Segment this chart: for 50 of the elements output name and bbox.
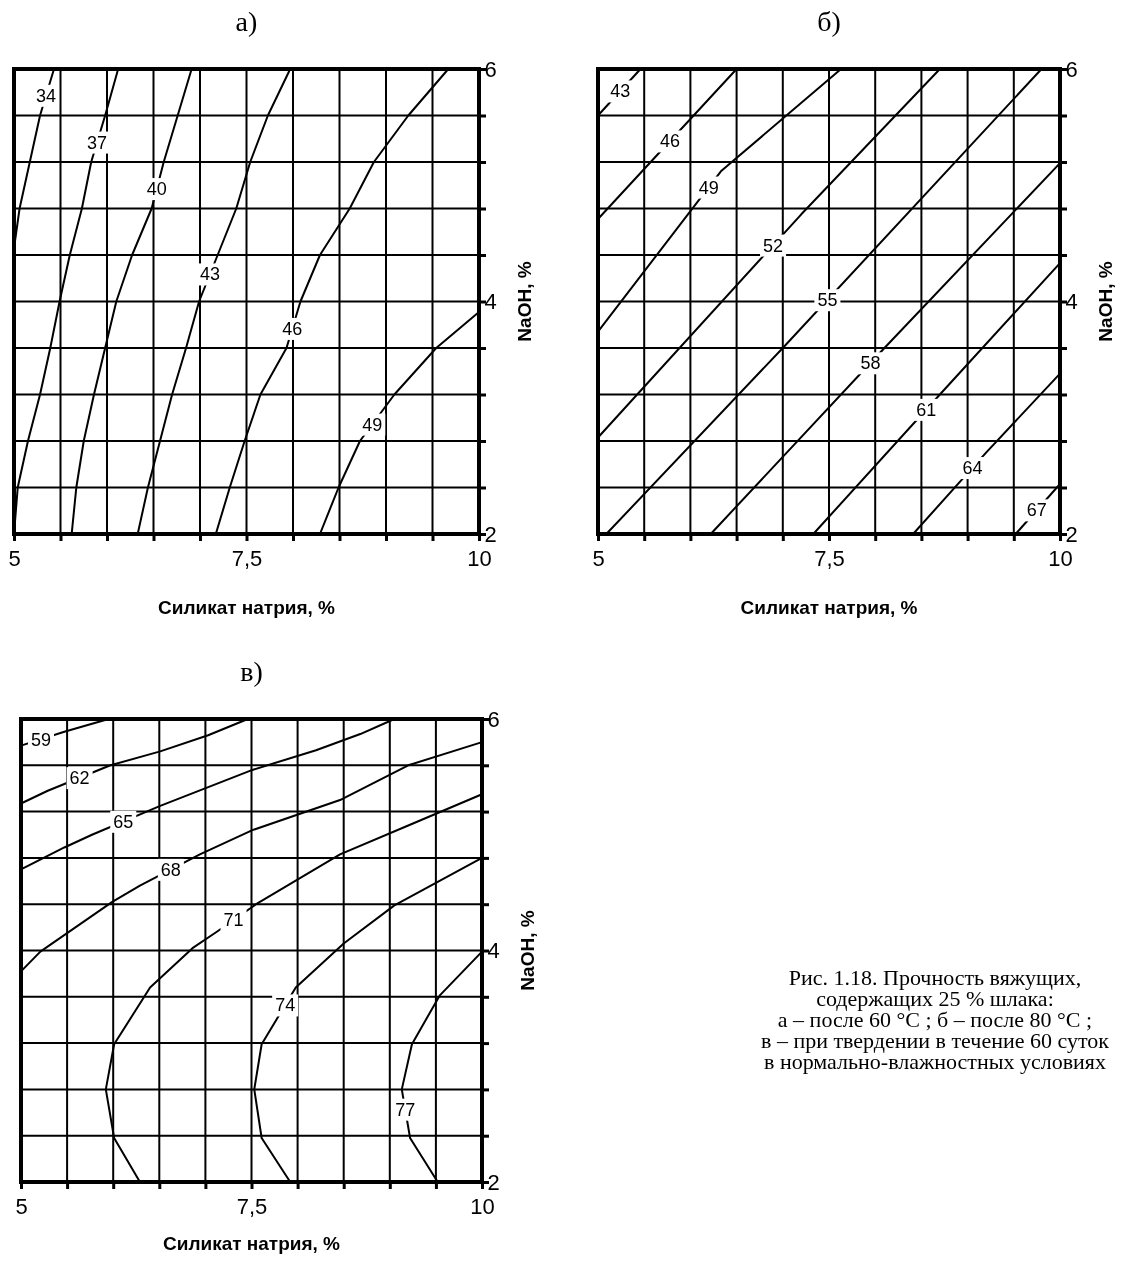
series-label: 55 <box>817 290 838 311</box>
series-label: 37 <box>87 132 108 153</box>
x-axis-title: Силикат натрия, % <box>163 1233 341 1254</box>
series-label: 74 <box>275 995 296 1016</box>
y-axis-title: NaOH, % <box>517 910 538 991</box>
x-tick-label: 7,5 <box>231 546 263 571</box>
series-label: 71 <box>223 910 244 931</box>
series-label: 77 <box>395 1099 416 1120</box>
series-label: 59 <box>30 729 52 750</box>
x-tick-label: 5 <box>592 546 605 571</box>
series-label: 52 <box>763 235 784 256</box>
chart-title: в) <box>240 656 263 687</box>
y-tick-label: 4 <box>487 938 500 964</box>
chart-title: а) <box>235 6 258 37</box>
series-label: 64 <box>962 458 983 479</box>
series-label: 43 <box>200 264 221 285</box>
series-label: 46 <box>659 131 680 152</box>
x-axis-title: Силикат натрия, % <box>740 597 918 618</box>
y-tick-label: 2 <box>484 521 497 547</box>
x-tick-label: 10 <box>467 546 492 571</box>
x-tick-label: 5 <box>15 1194 28 1219</box>
series-label: 65 <box>113 811 134 832</box>
y-tick-label: 6 <box>1065 56 1078 82</box>
x-tick-label: 5 <box>8 546 21 571</box>
series-label: 58 <box>860 353 881 374</box>
series-label: 67 <box>1026 500 1047 521</box>
series-label: 49 <box>362 414 383 435</box>
chart-title: б) <box>817 6 841 37</box>
x-axis-title: Силикат натрия, % <box>158 597 336 618</box>
y-axis-title: NaOH, % <box>514 261 535 342</box>
y-tick-label: 4 <box>484 289 497 315</box>
y-tick-label: 2 <box>487 1169 500 1195</box>
y-tick-label: 4 <box>1065 289 1078 315</box>
x-tick-label: 7,5 <box>236 1194 268 1219</box>
series-label: 40 <box>146 179 167 200</box>
text: Рис. 1.18. Прочность вяжущих, содержащих 25 % шлака: а – после 60 °C ; б – после 80 °C ; в – при твердении в течение 60 суток в нормально-влажностных условиях <box>761 965 1110 1074</box>
x-tick-label: 7,5 <box>814 546 845 571</box>
y-axis-title: NaOH, % <box>1095 261 1116 342</box>
series-label: 62 <box>69 768 90 789</box>
x-tick-label: 10 <box>1048 546 1073 571</box>
series-label: 61 <box>916 399 937 420</box>
y-tick-label: 6 <box>487 706 500 732</box>
y-tick-label: 6 <box>484 56 497 82</box>
series-label: 43 <box>610 81 631 102</box>
series-label: 49 <box>698 177 719 198</box>
series-label: 34 <box>36 85 57 106</box>
y-tick-label: 2 <box>1065 521 1078 547</box>
series-label: 46 <box>282 318 303 339</box>
x-tick-label: 10 <box>470 1194 495 1219</box>
series-label: 68 <box>160 859 181 880</box>
